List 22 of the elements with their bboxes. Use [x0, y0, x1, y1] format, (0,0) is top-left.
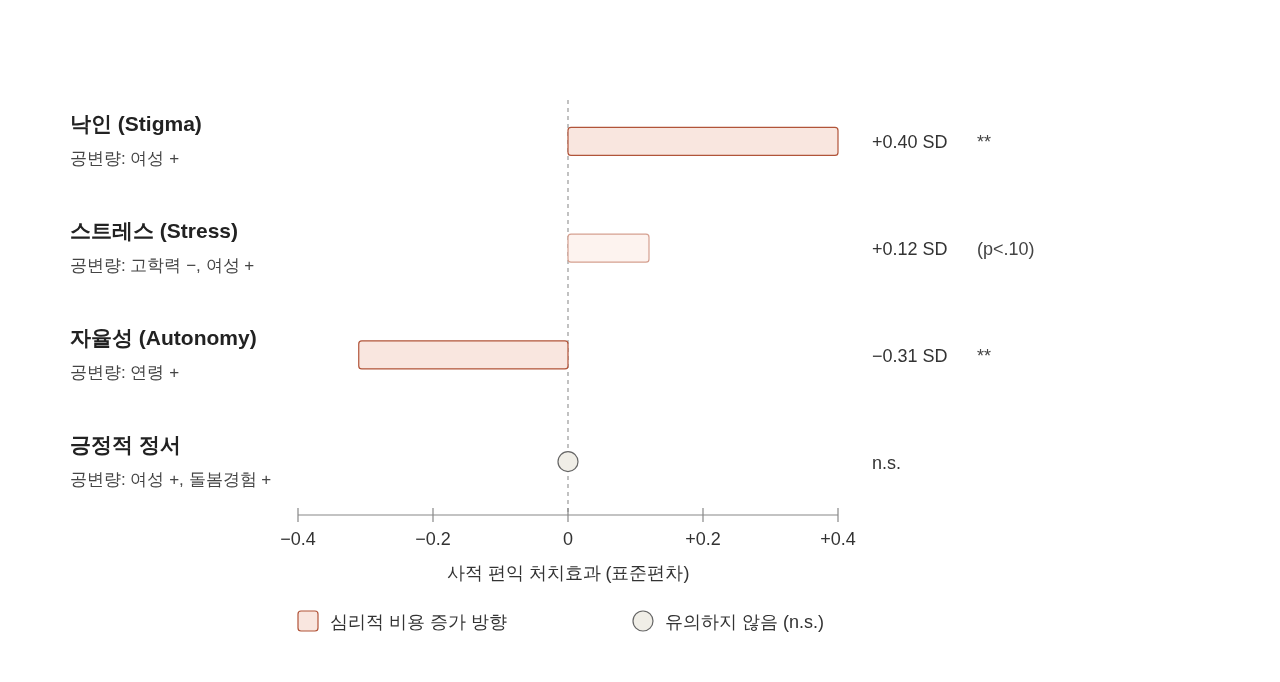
x-tick-label: 0 [562, 529, 574, 549]
legend-label: 유의하지 않음 (n.s.) [665, 612, 825, 632]
x-tick-label: −0.2 [415, 529, 451, 549]
text: +0.12 SD [872, 239, 948, 260]
text: ** [977, 132, 992, 153]
y-tick-label: 낙인 (Stigma) 공변량: 여성 + [70, 112, 202, 169]
text: +0.40 SD [872, 132, 948, 153]
x-axis-title: 사적 편익 처치효과 (표준편차) [446, 563, 690, 583]
bar [567, 233, 650, 263]
x-tick-label: +0.2 [685, 529, 721, 549]
y-tick-label: 자율성 (Autonomy) 공변량: 연령 + [70, 325, 257, 382]
legend-label: 심리적 비용 증가 방향 [330, 612, 508, 632]
text: ** [977, 345, 992, 366]
text: (p<.10) [977, 239, 1035, 260]
text: n.s. [872, 452, 902, 473]
bar [567, 126, 839, 156]
x-tick-label: −0.4 [280, 529, 316, 549]
y-tick-label: 긍정적 정서 공변량: 여성 +, 돌봄경험 + [70, 432, 272, 489]
bar [358, 340, 569, 370]
x-tick-label: +0.4 [820, 529, 856, 549]
text: −0.31 SD [872, 345, 948, 366]
y-tick-label: 스트레스 (Stress) 공변량: 고학력 −, 여성 + [70, 219, 255, 276]
